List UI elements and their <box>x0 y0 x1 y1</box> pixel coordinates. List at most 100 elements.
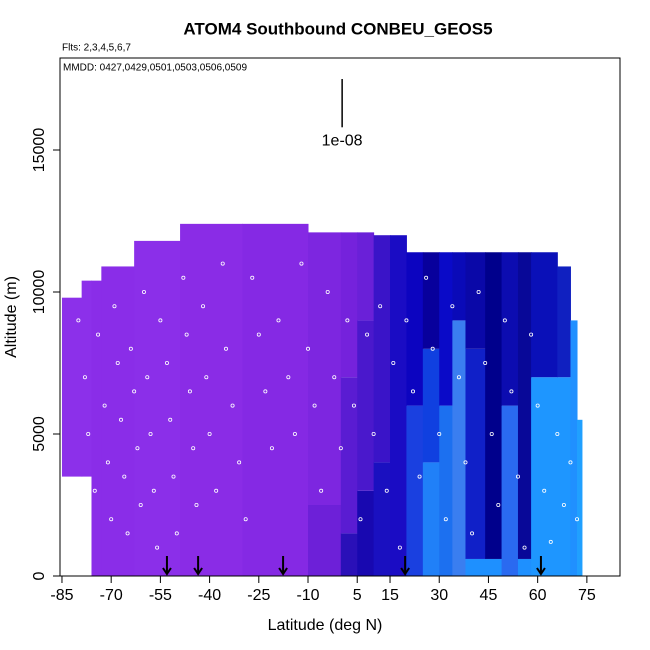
sample-point <box>371 432 376 437</box>
sample-point <box>292 432 297 437</box>
curtain-cell <box>340 377 358 534</box>
sample-point <box>269 446 274 451</box>
curtain-cell <box>557 266 571 378</box>
curtain-cell <box>357 320 375 491</box>
curtain-cell <box>390 235 407 577</box>
sample-point <box>125 531 130 536</box>
sample-point <box>220 261 225 266</box>
curtain-cell <box>357 490 375 576</box>
sample-point <box>181 275 186 280</box>
sample-point <box>237 460 242 465</box>
sample-point <box>194 503 199 508</box>
curtain-cell <box>517 558 532 576</box>
curtain-cell <box>422 252 440 349</box>
sample-point <box>509 389 514 394</box>
x-tick-label: 5 <box>353 587 362 604</box>
y-tick-label: 0 <box>31 571 48 580</box>
sample-point <box>555 432 560 437</box>
sample-point <box>456 375 461 380</box>
sample-point <box>476 290 481 295</box>
sample-point <box>496 503 501 508</box>
chart-title: ATOM4 Southbound CONBEU_GEOS5 <box>183 19 492 38</box>
sample-point <box>450 304 455 309</box>
curtain-cell <box>406 252 424 406</box>
sample-point <box>109 517 114 522</box>
sample-point <box>365 332 370 337</box>
sample-point <box>135 446 140 451</box>
sample-point <box>82 375 87 380</box>
sample-point <box>250 275 255 280</box>
arrow-part <box>162 567 172 576</box>
sample-point <box>122 474 127 479</box>
arrow <box>278 556 288 576</box>
sample-point <box>575 517 580 522</box>
curtain-cell <box>180 223 243 576</box>
curtain-cell <box>517 252 532 559</box>
curtain-cell <box>452 252 466 321</box>
x-tick-label: -10 <box>296 587 319 604</box>
arrow <box>536 556 546 576</box>
curtain-cell <box>373 235 391 463</box>
sample-point <box>105 460 110 465</box>
x-tick-label: -25 <box>247 587 270 604</box>
sample-point <box>191 446 196 451</box>
sample-point <box>102 403 107 408</box>
sample-point <box>319 488 324 493</box>
x-tick-label: 75 <box>578 587 596 604</box>
curtain-cell <box>531 252 558 378</box>
x-tick-label: -70 <box>100 587 123 604</box>
curtain-cell <box>340 533 358 576</box>
sample-point <box>276 318 281 323</box>
sample-point <box>351 403 356 408</box>
sample-point <box>187 389 192 394</box>
sample-point <box>119 417 124 422</box>
sample-point <box>168 417 173 422</box>
scale-bar-label: 1e-08 <box>322 133 363 150</box>
sample-point <box>92 488 97 493</box>
sample-point <box>417 474 422 479</box>
sample-point <box>158 318 163 323</box>
sample-point <box>138 503 143 508</box>
curtain-cell <box>577 419 583 576</box>
sample-point <box>404 318 409 323</box>
curtain-cell <box>485 252 503 559</box>
x-tick-label: 15 <box>381 587 399 604</box>
sample-point <box>568 460 573 465</box>
annotation: MMDD: 0427,0429,0501,0503,0506,0509 <box>63 63 247 74</box>
sample-point <box>378 304 383 309</box>
sample-point <box>141 290 146 295</box>
sample-point <box>174 531 179 536</box>
y-tick-label: 15000 <box>31 128 48 173</box>
sample-point <box>515 474 520 479</box>
x-tick-label: 60 <box>529 587 547 604</box>
sample-point <box>299 261 304 266</box>
curtain-cell <box>465 348 486 559</box>
sample-point <box>529 332 534 337</box>
sample-point <box>325 290 330 295</box>
curtain-cell <box>101 266 135 576</box>
sample-point <box>128 346 133 351</box>
curtain-cell <box>501 405 519 576</box>
sample-point <box>542 488 547 493</box>
curtain-cell <box>242 223 309 576</box>
sample-point <box>397 545 402 550</box>
arrow-part <box>278 567 288 576</box>
sample-point <box>145 375 150 380</box>
sample-point <box>338 446 343 451</box>
sample-point <box>230 403 235 408</box>
y-axis-label: Altitude (m) <box>3 276 20 358</box>
curtain-cell <box>570 320 578 576</box>
curtain-cell <box>452 320 466 576</box>
sample-point <box>256 332 261 337</box>
sample-point <box>430 346 435 351</box>
sample-point <box>86 432 91 437</box>
sample-point <box>437 432 442 437</box>
curtain-cell <box>81 280 92 477</box>
sample-point <box>502 318 507 323</box>
curtain-cell <box>465 558 486 576</box>
sample-point <box>463 460 468 465</box>
curtain-cell <box>439 405 453 576</box>
subtitle: Flts: 2,3,4,5,6,7 <box>62 43 131 54</box>
sample-point <box>263 389 268 394</box>
curtain-cell <box>485 558 503 576</box>
